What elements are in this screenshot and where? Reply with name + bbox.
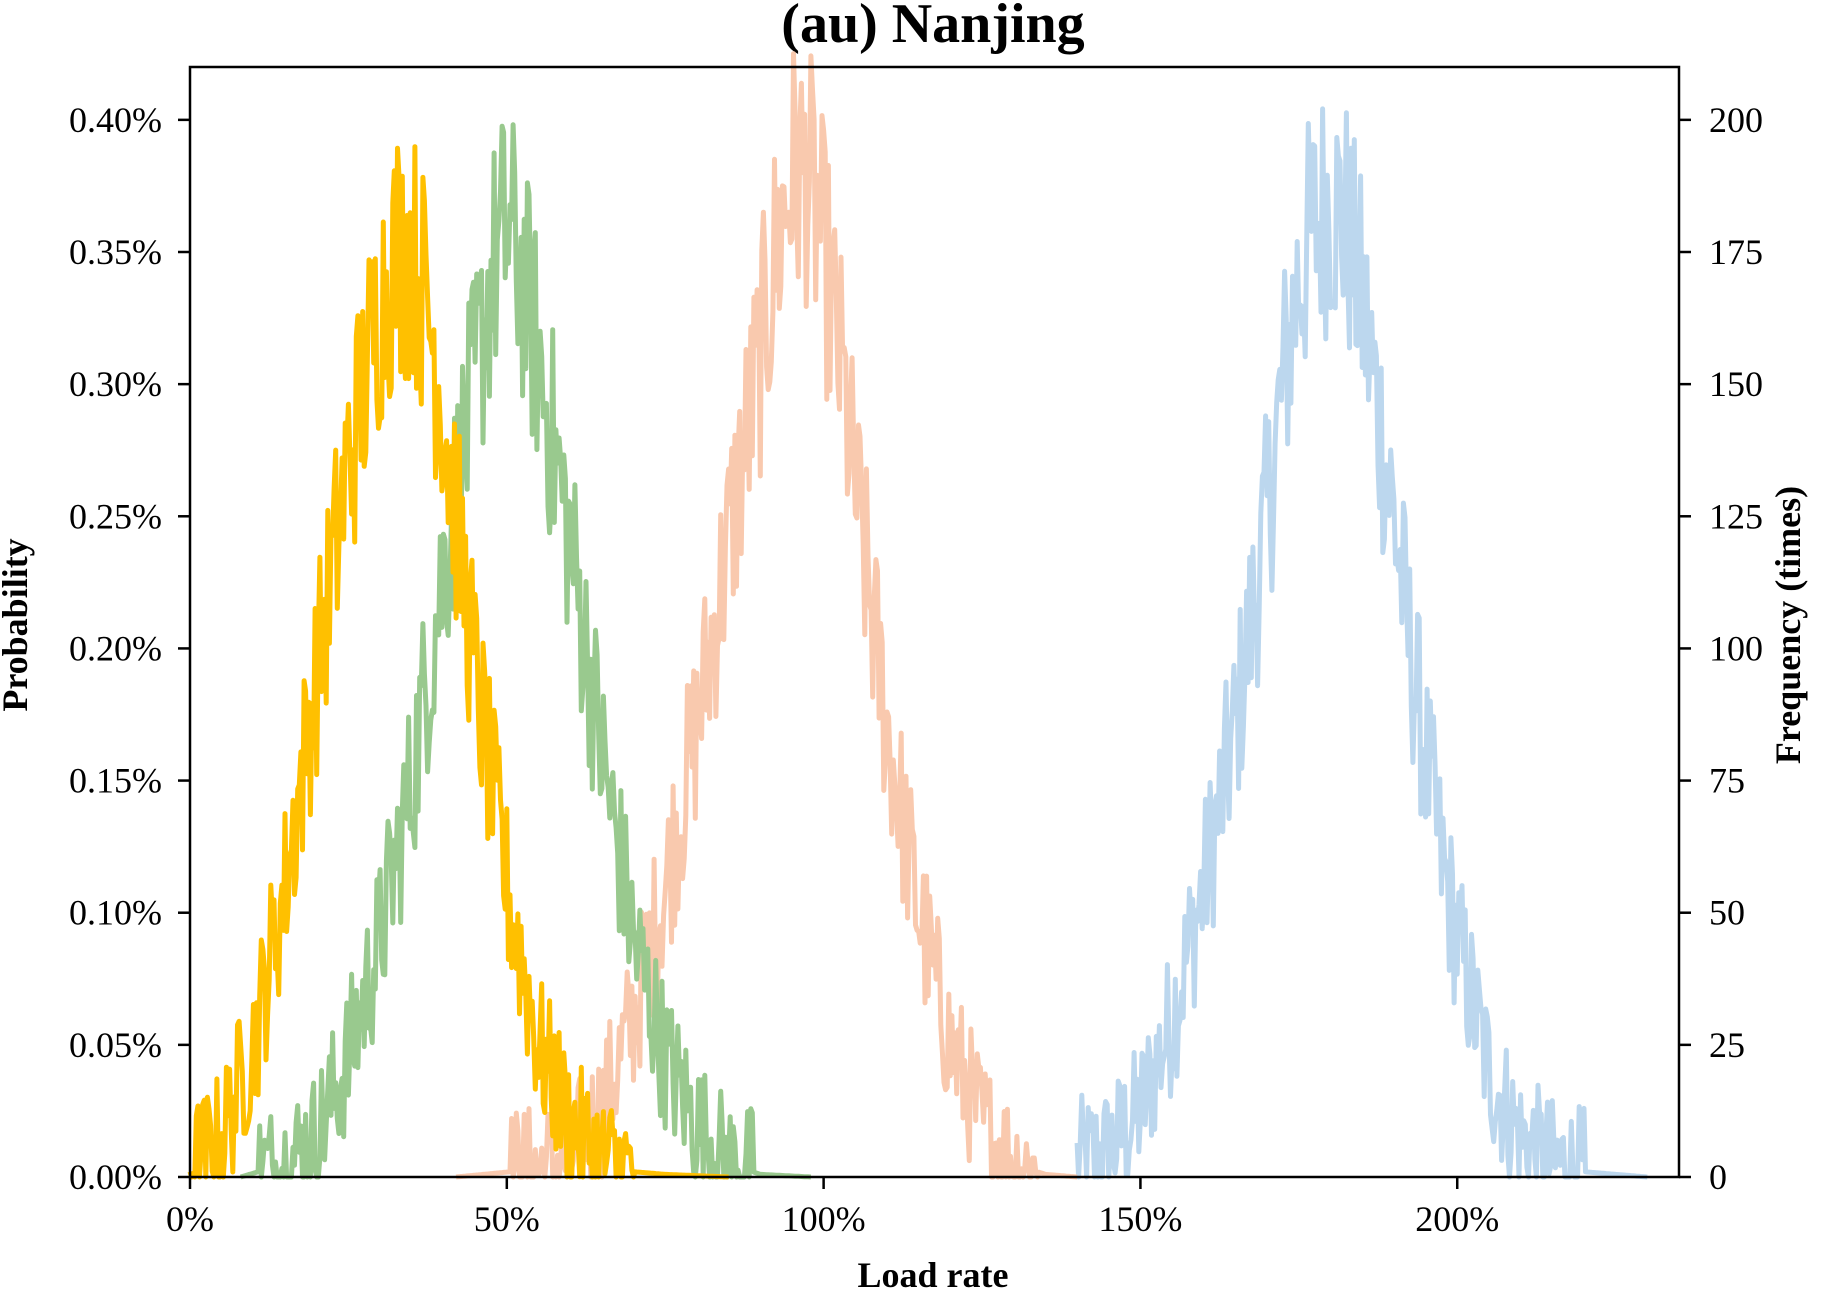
y2-tick-label: 50	[1709, 893, 1745, 933]
y2-tick-label: 100	[1709, 628, 1763, 668]
x-axis-label: Load rate	[858, 1255, 1009, 1295]
y2-tick-label: 125	[1709, 496, 1763, 536]
x-axis: 0% 50% 100% 150% 200%	[166, 1177, 1499, 1239]
y-tick-label: 0.30%	[69, 364, 162, 404]
series-layer	[187, 51, 1649, 1180]
x-tick-label: 0%	[166, 1199, 214, 1239]
y-tick-label: 0.40%	[69, 100, 162, 140]
series-line-2	[455, 51, 1078, 1180]
y-tick-label: 0.20%	[69, 628, 162, 668]
chart-title: (au) Nanjing	[781, 0, 1084, 55]
x-tick-label: 100%	[782, 1199, 866, 1239]
y2-tick-label: 75	[1709, 761, 1745, 801]
y2-axis-label: Frequency (times)	[1768, 486, 1808, 764]
y-tick-label: 0.00%	[69, 1157, 162, 1197]
y-tick-label: 0.15%	[69, 761, 162, 801]
x-tick-label: 150%	[1098, 1199, 1182, 1239]
y-axis: 0.00% 0.05% 0.10% 0.15% 0.20% 0.25% 0.30% 0.35%…	[69, 100, 190, 1197]
y2-tick-label: 150	[1709, 364, 1763, 404]
y-tick-label: 0.10%	[69, 893, 162, 933]
y2-tick-label: 200	[1709, 100, 1763, 140]
y-tick-label: 0.25%	[69, 496, 162, 536]
y-tick-label: 0.35%	[69, 232, 162, 272]
y-axis-label: Probability	[0, 538, 35, 711]
x-tick-label: 200%	[1415, 1199, 1499, 1239]
plot-frame	[188, 65, 1681, 1179]
y2-tick-label: 25	[1709, 1025, 1745, 1065]
y2-axis: 0 25 50 75 100 125 150 175 200	[1679, 100, 1763, 1197]
y2-tick-label: 0	[1709, 1157, 1727, 1197]
x-tick-label: 50%	[474, 1199, 540, 1239]
y-tick-label: 0.05%	[69, 1025, 162, 1065]
series-line-1	[1074, 106, 1649, 1180]
series-line-4	[187, 144, 730, 1180]
y2-tick-label: 175	[1709, 232, 1763, 272]
